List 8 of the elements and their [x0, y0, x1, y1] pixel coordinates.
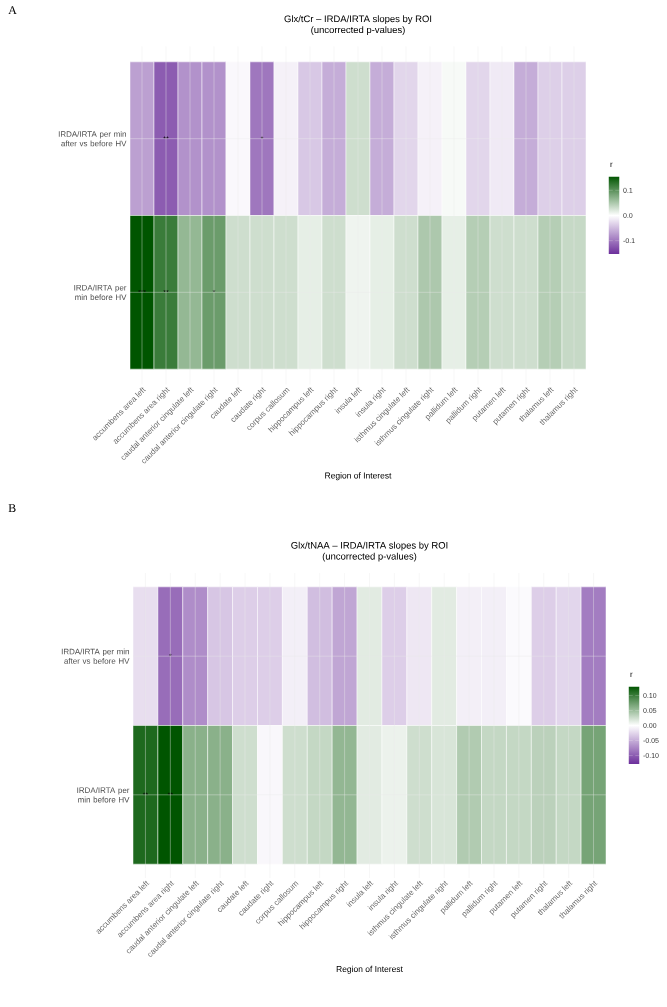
x-axis-title: Region of Interest — [325, 472, 392, 481]
chart-title: Glx/tCr – IRDA/IRTA slopes by ROI — [284, 15, 432, 25]
chart-subtitle: (uncorrected p-values) — [311, 26, 405, 35]
chart-subtitle: (uncorrected p-values) — [322, 552, 417, 562]
chart-title: Glx/tNAA – IRDA/IRTA slopes by ROI — [291, 541, 448, 551]
text: A — [8, 6, 17, 15]
text: B — [8, 504, 16, 513]
x-axis-title: Region of Interest — [336, 965, 403, 974]
